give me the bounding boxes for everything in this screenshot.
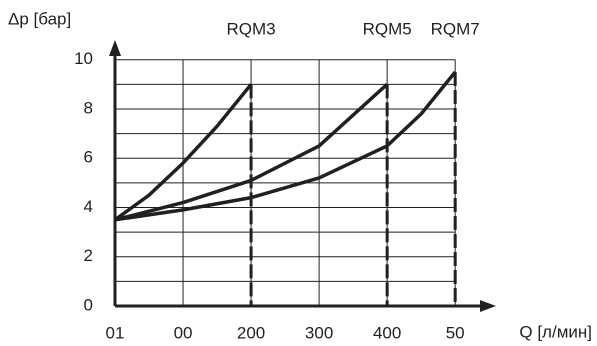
x-tick-label: 400 xyxy=(373,323,401,342)
series-label: RQM3 xyxy=(227,19,276,38)
x-axis-arrow xyxy=(480,300,496,312)
series-line xyxy=(114,70,457,222)
y-axis-arrow xyxy=(109,40,121,56)
x-tick-label: 01 xyxy=(106,323,125,342)
y-tick-label: 0 xyxy=(84,295,93,314)
series-line xyxy=(113,83,253,222)
series-label: RQM5 xyxy=(363,19,412,38)
series-line xyxy=(114,83,389,222)
y-tick-label: 10 xyxy=(74,49,93,68)
x-tick-label: 300 xyxy=(305,323,333,342)
x-tick-label: 00 xyxy=(174,323,193,342)
x-tick-label: 200 xyxy=(237,323,265,342)
y-axis-label: Δp [бар] xyxy=(8,9,71,28)
series-label: RQM7 xyxy=(431,19,480,38)
y-tick-label: 4 xyxy=(84,197,93,216)
y-tick-label: 8 xyxy=(84,98,93,117)
x-axis-label: Q [л/мин] xyxy=(519,322,592,341)
y-tick-label: 6 xyxy=(84,148,93,167)
x-tick-label: 50 xyxy=(446,323,465,342)
y-tick-label: 2 xyxy=(84,246,93,265)
